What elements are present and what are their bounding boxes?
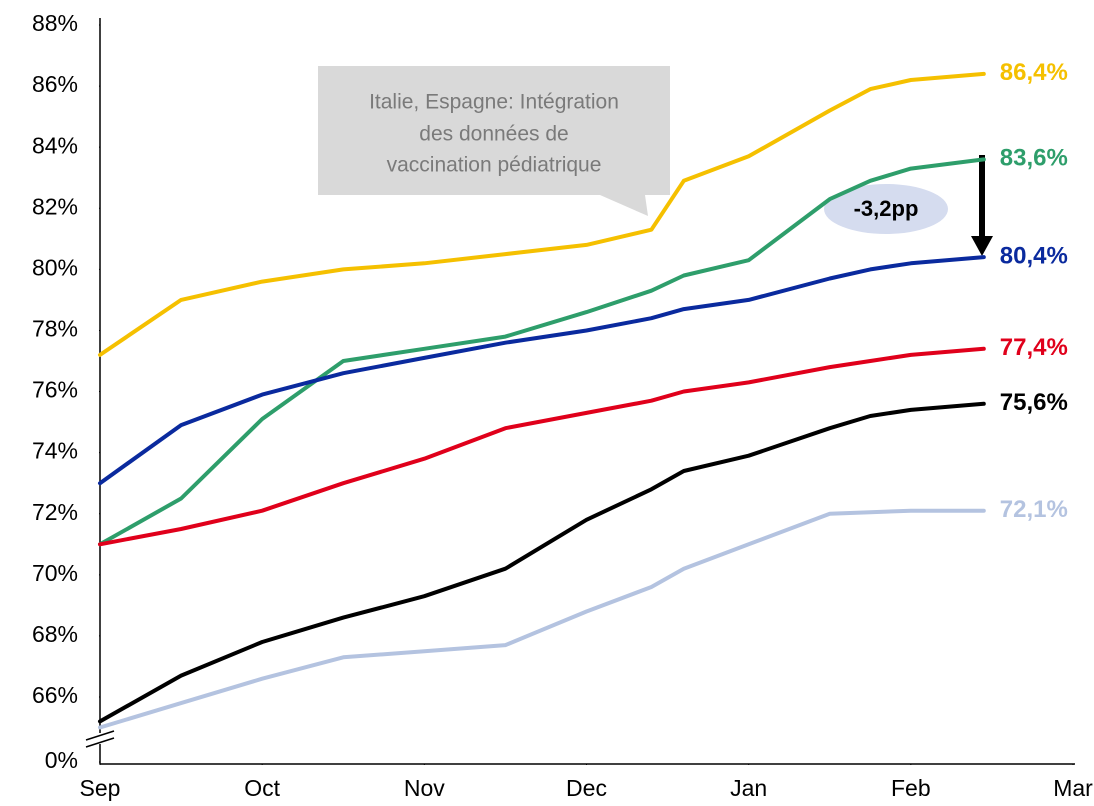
x-tick-label: Nov <box>404 775 445 801</box>
y-tick-label: 86% <box>32 71 78 97</box>
axis-break-gap <box>86 733 114 744</box>
callout-text: des données de <box>419 123 568 146</box>
x-tick-label: Mar <box>1053 775 1093 801</box>
series-line <box>98 346 986 547</box>
axis-break-mark <box>85 730 115 741</box>
end-label: 86,4% <box>1000 59 1068 86</box>
y-tick-label: 72% <box>32 499 78 525</box>
y-tick-label: 70% <box>32 560 78 586</box>
y-tick-label: 78% <box>32 316 78 342</box>
callout-box <box>318 66 670 216</box>
x-tick-label: Oct <box>244 775 280 801</box>
gap-marker: -3,2pp <box>824 155 993 256</box>
y-tick-label: 0% <box>45 747 78 773</box>
x-tick-label: Feb <box>891 775 931 801</box>
y-tick-label: 80% <box>32 254 78 280</box>
x-tick-label: Dec <box>566 775 607 801</box>
end-label: 83,6% <box>1000 145 1068 172</box>
axis-break <box>85 730 115 748</box>
x-tick-label: Sep <box>80 775 121 801</box>
y-tick-label: 74% <box>32 438 78 464</box>
callout: Italie, Espagne: Intégration des données… <box>318 66 670 216</box>
y-tick-label: 82% <box>32 193 78 219</box>
axis-break-mark <box>85 737 115 748</box>
gap-arrowhead <box>971 236 993 256</box>
series-line <box>98 71 986 357</box>
y-tick-label: 68% <box>32 621 78 647</box>
y-tick-label: 84% <box>32 132 78 158</box>
series-line <box>98 255 986 486</box>
callout-text: vaccination pédiatrique <box>387 154 602 177</box>
gap-label: -3,2pp <box>854 196 919 221</box>
series-line <box>98 157 986 547</box>
end-label: 72,1% <box>1000 496 1068 523</box>
y-tick-label: 66% <box>32 682 78 708</box>
end-label: 75,6% <box>1000 389 1068 416</box>
end-label: 77,4% <box>1000 334 1068 361</box>
gap-bubble <box>824 184 948 234</box>
y-tick-label: 76% <box>32 377 78 403</box>
y-tick-label: 88% <box>32 10 78 36</box>
x-tick-label: Jan <box>730 775 767 801</box>
end-label: 80,4% <box>1000 242 1068 269</box>
callout-text: Italie, Espagne: Intégration <box>369 91 619 114</box>
series-line <box>98 401 986 724</box>
series-line <box>98 508 986 730</box>
